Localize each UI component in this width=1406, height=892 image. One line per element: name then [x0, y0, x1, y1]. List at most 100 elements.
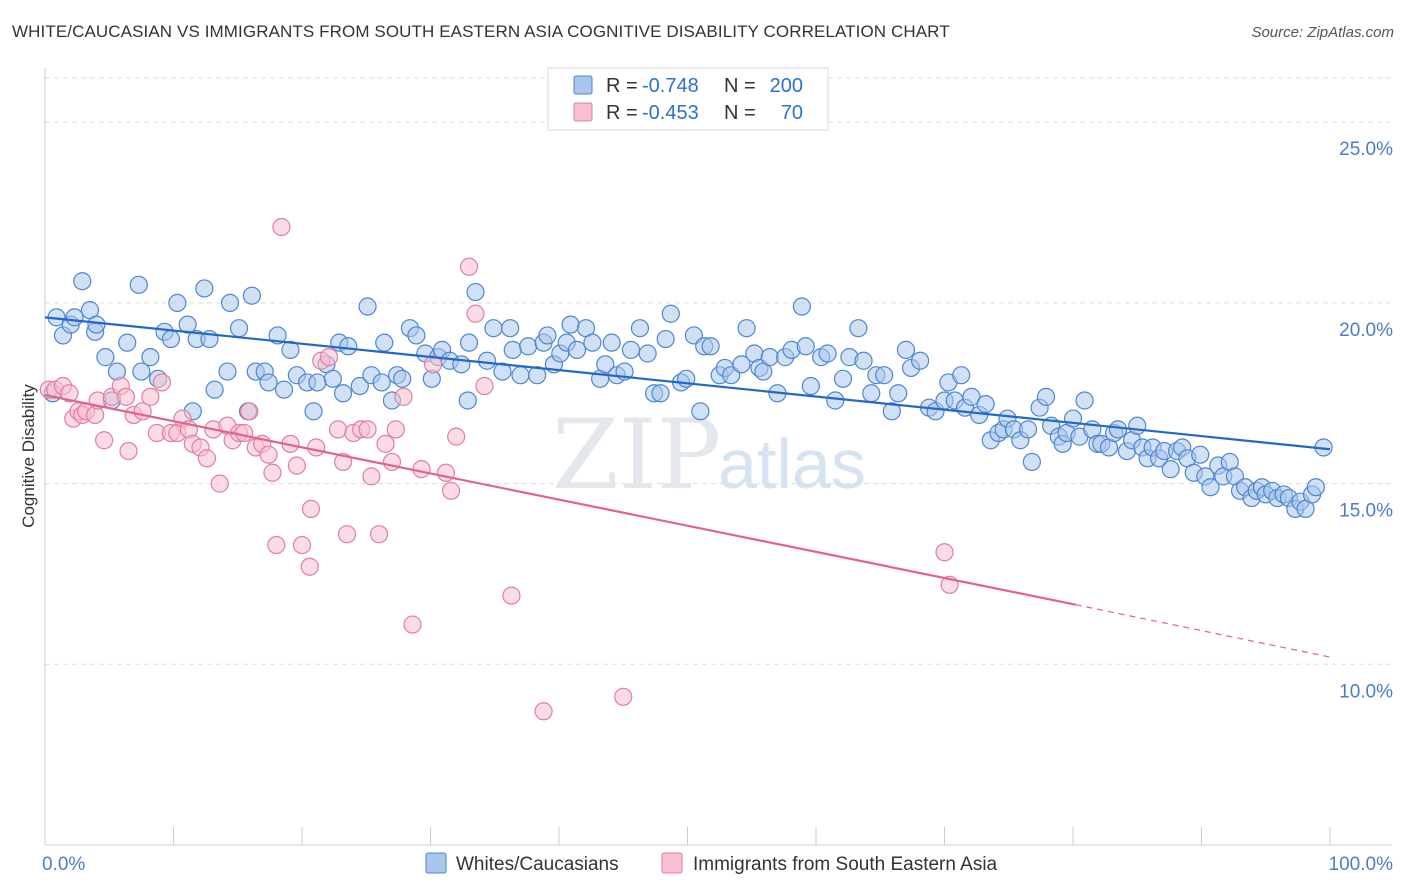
chart-source: Source: ZipAtlas.com — [1251, 24, 1394, 41]
white-point-63 — [459, 333, 479, 352]
white-point-92 — [656, 329, 675, 349]
white-point-46 — [350, 376, 369, 396]
immigrant-point-55 — [370, 525, 389, 544]
immigrant-point-14 — [119, 441, 138, 461]
immigrant-point-45 — [307, 438, 326, 457]
immigrant-point-67 — [466, 304, 485, 323]
immigrant-point-28 — [210, 474, 229, 493]
white-point-8 — [87, 315, 106, 334]
stats-r-label-1: R = — [606, 102, 638, 124]
immigrant-point-47 — [319, 348, 339, 367]
white-point-178 — [1201, 478, 1220, 497]
immigrant-point-44 — [301, 499, 321, 519]
immigrant-point-59 — [394, 387, 413, 406]
white-point-124 — [875, 366, 894, 385]
immigrant-point-66 — [459, 257, 479, 276]
white-point-35 — [274, 380, 294, 399]
white-point-113 — [796, 337, 815, 356]
legend-swatch-immigrants — [661, 852, 683, 874]
immigrant-point-61 — [412, 460, 431, 479]
immigrant-point-70 — [534, 702, 553, 721]
immigrant-point-60 — [403, 615, 422, 634]
immigrant-point-48 — [328, 420, 348, 439]
stats-swatch-pink — [573, 102, 593, 122]
white-point-14 — [132, 362, 151, 381]
white-point-30 — [242, 286, 261, 305]
y-tick-label-0: 10.0% — [1339, 681, 1393, 702]
immigrant-point-13 — [116, 387, 136, 406]
y-tick-label-3: 25.0% — [1339, 139, 1393, 160]
y-tick-labels: 10.0% 15.0% 20.0% 25.0% — [1339, 139, 1393, 702]
immigrant-point-62 — [423, 355, 443, 374]
white-point-112 — [792, 297, 811, 316]
white-point-165 — [1128, 416, 1147, 435]
white-point-83 — [596, 355, 615, 374]
white-point-25 — [205, 380, 224, 399]
white-point-87 — [621, 340, 641, 359]
white-point-34 — [268, 326, 287, 345]
white-point-99 — [701, 337, 720, 356]
white-point-72 — [528, 366, 547, 385]
stats-n-value-1: 70 — [781, 102, 803, 124]
watermark: ZIP atlas — [552, 399, 866, 511]
white-point-129 — [910, 351, 930, 370]
immigrant-point-65 — [447, 427, 466, 446]
white-trend-line — [44, 316, 1331, 451]
white-point-127 — [896, 340, 916, 359]
immigrant-point-19 — [152, 373, 172, 392]
x-tick-label-0: 0.0% — [42, 854, 85, 875]
white-point-147 — [1022, 452, 1041, 472]
white-point-78 — [561, 315, 580, 334]
immigrant-trend-line — [44, 393, 1076, 606]
immigrant-point-3 — [60, 384, 79, 403]
x-tick-label-1: 100.0% — [1329, 854, 1394, 875]
white-point-39 — [304, 402, 323, 421]
immigrant-point-64 — [441, 481, 461, 500]
white-point-120 — [849, 319, 868, 338]
stats-swatch-blue — [573, 75, 593, 95]
white-point-50 — [375, 333, 394, 352]
white-point-65 — [477, 351, 497, 370]
legend-label-immigrants: Immigrants from South Eastern Asia — [693, 854, 998, 875]
white-point-122 — [862, 384, 881, 403]
data-points — [39, 217, 1333, 721]
immigrant-point-17 — [141, 387, 160, 406]
y-axis-label: Cognitive Disability — [19, 384, 38, 528]
immigrant-point-10 — [95, 431, 114, 450]
white-point-126 — [889, 384, 908, 403]
immigrant-point-72 — [935, 543, 954, 562]
watermark-zip: ZIP — [552, 399, 721, 511]
stats-r-value-0: -0.748 — [642, 75, 699, 97]
white-point-19 — [168, 293, 187, 313]
legend-swatch-whites — [425, 852, 447, 874]
white-point-33 — [259, 373, 278, 392]
white-point-146 — [1018, 420, 1038, 439]
white-point-42 — [323, 369, 342, 388]
white-point-62 — [458, 391, 477, 410]
immigrant-point-54 — [362, 467, 381, 486]
white-point-68 — [501, 319, 520, 338]
white-point-23 — [195, 279, 214, 298]
white-point-197 — [1306, 478, 1325, 497]
white-point-89 — [638, 344, 657, 363]
stats-legend: R = -0.748 N = 200 R = -0.453 N = 70 — [547, 67, 829, 131]
immigrant-point-39 — [272, 217, 291, 237]
white-point-118 — [833, 369, 853, 388]
y-tick-label-2: 20.0% — [1339, 320, 1393, 341]
immigrant-point-41 — [287, 456, 306, 475]
white-point-139 — [976, 394, 995, 414]
white-point-149 — [1036, 387, 1056, 406]
immigrant-point-32 — [235, 423, 254, 443]
white-point-26 — [218, 362, 237, 381]
immigrant-point-53 — [358, 420, 377, 439]
white-point-114 — [801, 376, 820, 396]
white-point-91 — [651, 384, 670, 403]
white-point-117 — [826, 391, 845, 410]
trend-lines — [44, 316, 1331, 658]
series-legend: Whites/Caucasians Immigrants from South … — [425, 852, 998, 875]
white-point-53 — [393, 369, 412, 388]
immigrant-trend-extension — [1075, 604, 1331, 658]
white-point-171 — [1161, 460, 1180, 479]
white-point-93 — [661, 304, 680, 323]
white-point-47 — [358, 297, 377, 316]
